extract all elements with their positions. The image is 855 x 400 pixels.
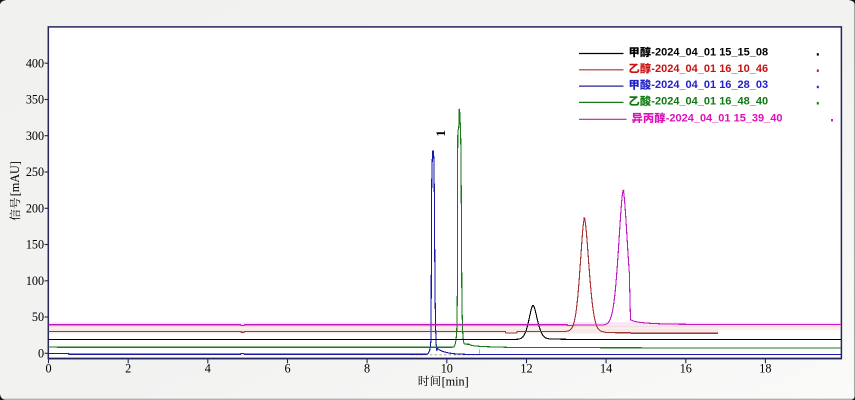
svg-text:16: 16	[680, 362, 692, 376]
svg-text:100: 100	[26, 274, 44, 288]
svg-text:14: 14	[600, 362, 612, 376]
svg-text:12: 12	[520, 362, 532, 376]
svg-text:400: 400	[26, 56, 44, 70]
svg-text:50: 50	[32, 310, 44, 324]
svg-text:300: 300	[26, 129, 44, 143]
svg-text:350: 350	[26, 93, 44, 107]
svg-text:-2024_04_01 16_48_40: -2024_04_01 16_48_40	[651, 96, 768, 108]
svg-text:4: 4	[205, 362, 211, 376]
svg-text:18: 18	[759, 362, 771, 376]
svg-text:-2024_04_01 16_28_03: -2024_04_01 16_28_03	[651, 79, 768, 91]
svg-text:200: 200	[26, 202, 44, 216]
svg-text:150: 150	[26, 238, 44, 252]
svg-text:-2024_04_01 15_15_08: -2024_04_01 15_15_08	[651, 47, 768, 59]
svg-text:10: 10	[441, 362, 453, 376]
svg-text:8: 8	[364, 362, 370, 376]
svg-text:0: 0	[38, 347, 44, 361]
svg-text:1: 1	[433, 130, 448, 137]
svg-text:[min]: [min]	[442, 374, 469, 388]
svg-text:-2024_04_01 15_39_40: -2024_04_01 15_39_40	[666, 112, 783, 124]
svg-text:250: 250	[26, 165, 44, 179]
svg-text:2: 2	[125, 362, 131, 376]
svg-text:-2024_04_01 16_10_46: -2024_04_01 16_10_46	[651, 63, 768, 75]
svg-text:6: 6	[284, 362, 290, 376]
svg-text:0: 0	[45, 362, 51, 376]
svg-text:[mAU]: [mAU]	[8, 161, 22, 196]
